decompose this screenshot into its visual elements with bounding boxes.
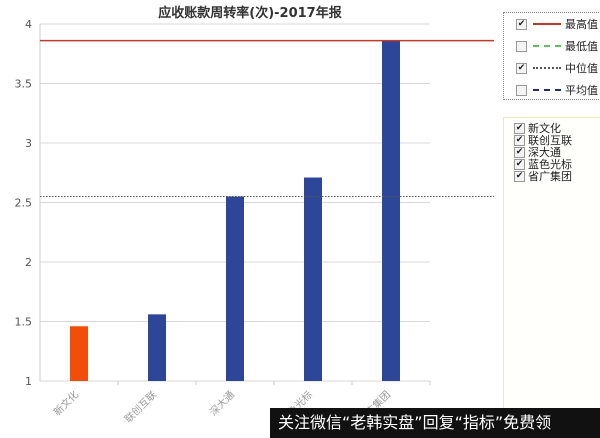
bar-4[interactable] bbox=[382, 40, 400, 381]
watermark-banner: 关注微信“老韩实盘”回复“指标”免费领 bbox=[270, 408, 600, 438]
legend-label: 最低值 bbox=[565, 40, 598, 53]
legend-item[interactable]: ✔ 最高值 bbox=[504, 13, 600, 35]
legend-label: 省广集团 bbox=[528, 170, 572, 183]
legend-label: 深大通 bbox=[528, 146, 561, 159]
y-tick-label: 4 bbox=[25, 18, 32, 31]
bar-0[interactable] bbox=[70, 326, 88, 381]
legend-label: 中位值 bbox=[565, 62, 598, 75]
legend-label: 新文化 bbox=[528, 122, 561, 135]
line-style-icon bbox=[533, 67, 561, 69]
legend-item[interactable]: ✔ 新文化 bbox=[514, 122, 600, 135]
y-tick-label: 1 bbox=[25, 375, 32, 388]
x-tick-label: 联创互联 bbox=[122, 388, 159, 425]
legend-label: 蓝色光标 bbox=[528, 158, 572, 171]
checkbox[interactable]: ✔ bbox=[514, 146, 525, 158]
legend-item[interactable]: 平均值 bbox=[504, 79, 600, 101]
bar-3[interactable] bbox=[304, 177, 322, 381]
reference-line-legend: ✔ 最高值最低值 ✔ 中位值平均值 bbox=[503, 12, 600, 100]
checkbox[interactable]: ✔ bbox=[514, 170, 525, 182]
line-style-icon bbox=[533, 23, 561, 25]
y-tick-label: 3.5 bbox=[15, 78, 33, 91]
checkbox[interactable]: ✔ bbox=[516, 62, 527, 74]
checkbox[interactable]: ✔ bbox=[514, 134, 525, 146]
bar-2[interactable] bbox=[226, 196, 244, 381]
y-tick-label: 3 bbox=[25, 137, 32, 150]
line-style-icon bbox=[533, 89, 561, 91]
legend-item[interactable]: ✔ 联创互联 bbox=[514, 134, 600, 147]
checkbox[interactable] bbox=[516, 40, 527, 52]
y-tick-label: 1.5 bbox=[15, 316, 33, 329]
checkbox[interactable] bbox=[516, 84, 527, 96]
legend-label: 平均值 bbox=[565, 84, 598, 97]
bar-1[interactable] bbox=[148, 314, 166, 381]
legend-item[interactable]: 最低值 bbox=[504, 35, 600, 57]
y-tick-label: 2 bbox=[25, 256, 32, 269]
legend-label: 最高值 bbox=[565, 18, 598, 31]
legend-item[interactable]: ✔ 省广集团 bbox=[514, 170, 600, 183]
x-tick-label: 深大通 bbox=[207, 388, 237, 418]
legend-item[interactable]: ✔ 蓝色光标 bbox=[514, 158, 600, 171]
chart-title: 应收账款周转率(次)-2017年报 bbox=[158, 5, 342, 21]
checkbox[interactable]: ✔ bbox=[514, 158, 525, 170]
checkbox[interactable]: ✔ bbox=[516, 18, 527, 30]
series-legend: ✔ 新文化 ✔ 联创互联 ✔ 深大通 ✔ 蓝色光标 ✔ 省广集团 bbox=[503, 117, 600, 427]
legend-item[interactable]: ✔ 深大通 bbox=[514, 146, 600, 159]
legend-item[interactable]: ✔ 中位值 bbox=[504, 57, 600, 79]
checkbox[interactable]: ✔ bbox=[514, 122, 525, 134]
y-tick-label: 2.5 bbox=[15, 197, 33, 210]
line-style-icon bbox=[533, 45, 561, 47]
legend-label: 联创互联 bbox=[528, 134, 572, 147]
x-tick-label: 新文化 bbox=[51, 388, 81, 418]
